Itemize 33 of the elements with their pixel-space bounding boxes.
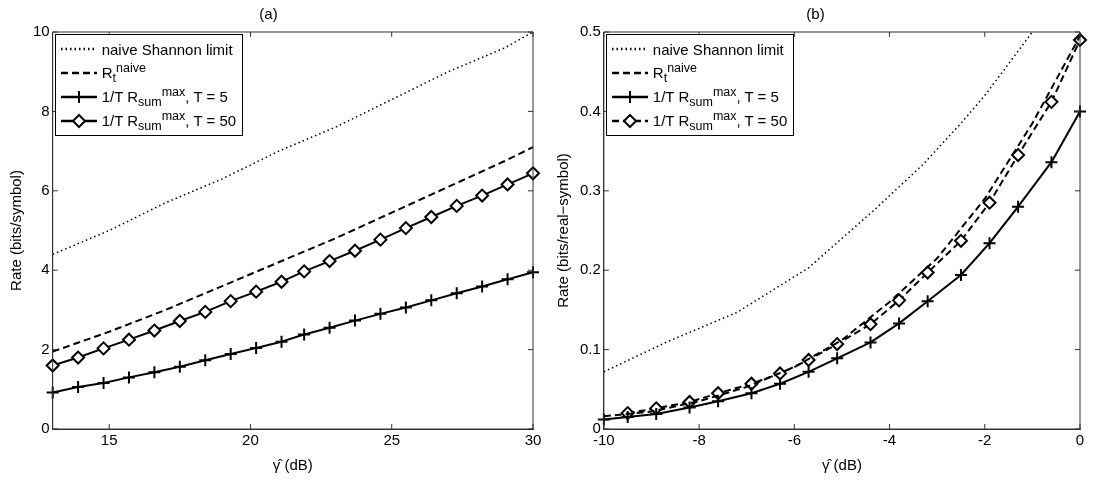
legend-label: naive Shannon limit [652,40,784,58]
x-axis-title: γ̂ (dB) [272,456,313,474]
y-tick-label: 2 [41,339,50,357]
y-tick-label: 0.1 [579,339,601,357]
x-tick-label: -8 [692,431,706,449]
legend-label: 1/T R$_{sum}$$^{max}$, T = 50 [101,109,237,133]
x-tick-label: 15 [100,431,118,449]
y-tick-label: 0.5 [579,22,601,40]
x-tick-label: -4 [882,431,897,449]
y-axis-title: Rate (bits/real−symbol) [554,153,572,308]
chart-title: (a) [259,5,278,23]
legend-label: 1/T R$_{sum}$$^{max}$, T = 50 [652,109,788,133]
y-tick-label: 10 [33,22,50,40]
legend-label: naive Shannon limit [101,40,233,58]
x-tick-label: 30 [524,431,542,449]
x-tick-label: 25 [383,431,401,449]
y-tick-label: 8 [41,101,50,119]
y-tick-label: 0.3 [579,180,601,198]
y-tick-label: 0 [41,419,50,437]
x-tick-label: -6 [787,431,801,449]
x-tick-label: 20 [242,431,259,449]
x-tick-label: 0 [1075,431,1085,449]
y-tick-label: 0 [592,419,601,437]
y-tick-label: 6 [41,180,50,198]
legend-label: 1/T R$_{sum}$$^{max}$, T = 5 [652,85,779,109]
chart-title: (b) [806,5,825,23]
y-tick-label: 0.4 [579,101,601,119]
y-axis-title: Rate (bits/symbol) [7,170,25,291]
x-tick-label: -2 [978,431,992,449]
y-tick-label: 4 [41,260,50,278]
y-tick-label: 0.2 [579,260,601,278]
x-axis-title: γ̂ (dB) [821,456,862,474]
legend-label: 1/T R$_{sum}$$^{max}$, T = 5 [101,85,228,109]
